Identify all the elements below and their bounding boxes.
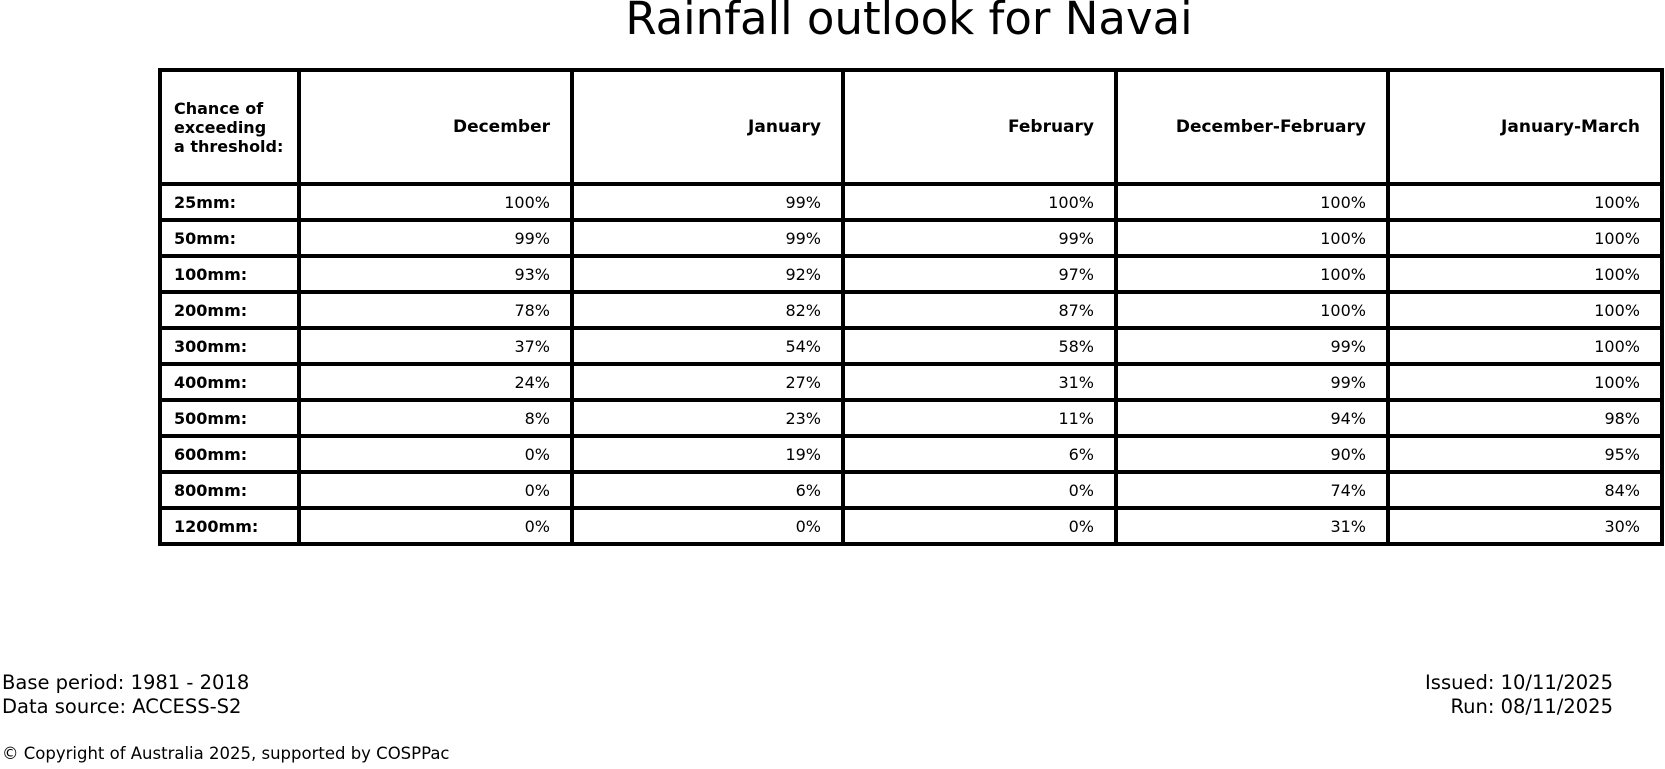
value-cell: 58% — [841, 326, 1118, 366]
table-body: 25mm: 100% 99% 100% 100% 100% 50mm: 99% 99% 99% 10… — [158, 182, 1664, 546]
row-label: 25mm: — [158, 182, 301, 222]
value-cell: 19% — [570, 434, 845, 474]
value-cell: 100% — [1114, 218, 1390, 258]
value-cell: 0% — [297, 434, 574, 474]
row-label: 50mm: — [158, 218, 301, 258]
row-label: 500mm: — [158, 398, 301, 438]
value-cell: 95% — [1386, 434, 1664, 474]
value-cell: 0% — [570, 506, 845, 546]
value-cell: 100% — [1114, 254, 1390, 294]
value-cell: 99% — [297, 218, 574, 258]
footer-left: Base period: 1981 - 2018 Data source: AC… — [2, 671, 249, 718]
value-cell: 0% — [297, 470, 574, 510]
value-cell: 100% — [1386, 362, 1664, 402]
value-cell: 11% — [841, 398, 1118, 438]
value-cell: 100% — [297, 182, 574, 222]
value-cell: 0% — [841, 506, 1118, 546]
row-label: 100mm: — [158, 254, 301, 294]
value-cell: 8% — [297, 398, 574, 438]
table-row: 300mm: 37% 54% 58% 99% 100% — [158, 326, 1664, 366]
row-label: 300mm: — [158, 326, 301, 366]
value-cell: 99% — [570, 218, 845, 258]
value-cell: 90% — [1114, 434, 1390, 474]
table-header-row: Chance of exceeding a threshold: Decembe… — [158, 68, 1664, 186]
table-row: 1200mm: 0% 0% 0% 31% 30% — [158, 506, 1664, 546]
table-row: 500mm: 8% 23% 11% 94% 98% — [158, 398, 1664, 438]
value-cell: 30% — [1386, 506, 1664, 546]
column-header-january-march: January-March — [1386, 68, 1664, 186]
run-date-text: Run: 08/11/2025 — [1450, 694, 1613, 718]
table-row: 25mm: 100% 99% 100% 100% 100% — [158, 182, 1664, 222]
column-header-december-february: December-February — [1114, 68, 1390, 186]
value-cell: 97% — [841, 254, 1118, 294]
copyright-text: © Copyright of Australia 2025, supported… — [2, 744, 450, 763]
value-cell: 100% — [1386, 218, 1664, 258]
value-cell: 0% — [841, 470, 1118, 510]
base-period-text: Base period: 1981 - 2018 — [2, 671, 250, 694]
value-cell: 93% — [297, 254, 574, 294]
value-cell: 82% — [570, 290, 845, 330]
table-row: 50mm: 99% 99% 99% 100% 100% — [158, 218, 1664, 258]
value-cell: 74% — [1114, 470, 1390, 510]
table-row: 200mm: 78% 82% 87% 100% 100% — [158, 290, 1664, 330]
page-title: Rainfall outlook for Navai — [625, 0, 1193, 45]
value-cell: 24% — [297, 362, 574, 402]
value-cell: 100% — [1386, 254, 1664, 294]
value-cell: 100% — [841, 182, 1118, 222]
value-cell: 100% — [1386, 290, 1664, 330]
value-cell: 6% — [570, 470, 845, 510]
value-cell: 99% — [570, 182, 845, 222]
value-cell: 100% — [1114, 182, 1390, 222]
value-cell: 0% — [297, 506, 574, 546]
value-cell: 99% — [1114, 362, 1390, 402]
data-source-text: Data source: ACCESS-S2 — [2, 694, 242, 718]
value-cell: 23% — [570, 398, 845, 438]
value-cell: 92% — [570, 254, 845, 294]
row-label: 200mm: — [158, 290, 301, 330]
value-cell: 98% — [1386, 398, 1664, 438]
value-cell: 78% — [297, 290, 574, 330]
value-cell: 6% — [841, 434, 1118, 474]
value-cell: 84% — [1386, 470, 1664, 510]
value-cell: 99% — [841, 218, 1118, 258]
value-cell: 87% — [841, 290, 1118, 330]
issued-date-text: Issued: 10/11/2025 — [1425, 671, 1613, 694]
value-cell: 100% — [1114, 290, 1390, 330]
value-cell: 99% — [1114, 326, 1390, 366]
table-row: 600mm: 0% 19% 6% 90% 95% — [158, 434, 1664, 474]
rainfall-outlook-table: Chance of exceeding a threshold: Decembe… — [158, 68, 1664, 546]
value-cell: 94% — [1114, 398, 1390, 438]
column-header-february: February — [841, 68, 1118, 186]
value-cell: 31% — [1114, 506, 1390, 546]
table-row: 100mm: 93% 92% 97% 100% 100% — [158, 254, 1664, 294]
row-label: 1200mm: — [158, 506, 301, 546]
value-cell: 100% — [1386, 182, 1664, 222]
column-header-january: January — [570, 68, 845, 186]
row-label: 800mm: — [158, 470, 301, 510]
value-cell: 54% — [570, 326, 845, 366]
row-label: 400mm: — [158, 362, 301, 402]
column-header-december: December — [297, 68, 574, 186]
value-cell: 37% — [297, 326, 574, 366]
corner-header: Chance of exceeding a threshold: — [158, 68, 301, 186]
row-label: 600mm: — [158, 434, 301, 474]
value-cell: 27% — [570, 362, 845, 402]
table-row: 800mm: 0% 6% 0% 74% 84% — [158, 470, 1664, 510]
table-row: 400mm: 24% 27% 31% 99% 100% — [158, 362, 1664, 402]
value-cell: 31% — [841, 362, 1118, 402]
footer-right: Issued: 10/11/2025 Run: 08/11/2025 — [1425, 671, 1613, 718]
value-cell: 100% — [1386, 326, 1664, 366]
